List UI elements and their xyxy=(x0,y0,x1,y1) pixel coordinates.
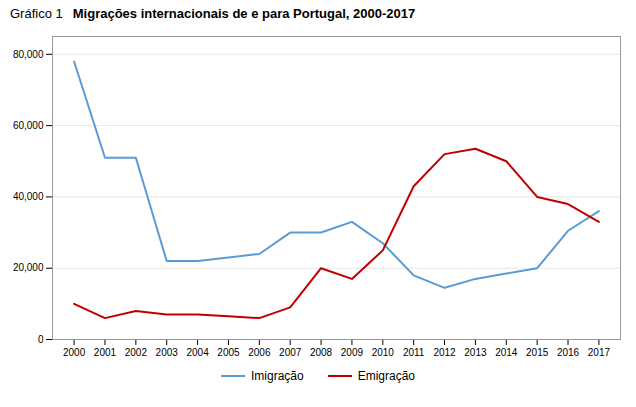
svg-text:2006: 2006 xyxy=(248,347,271,358)
svg-text:80,000: 80,000 xyxy=(13,49,44,60)
html-text:Imigração: Imigração xyxy=(251,369,304,383)
svg-text:2010: 2010 xyxy=(372,347,395,358)
svg-text:2000: 2000 xyxy=(63,347,86,358)
svg-text:2007: 2007 xyxy=(279,347,302,358)
svg-text:2004: 2004 xyxy=(186,347,209,358)
svg-text:2017: 2017 xyxy=(588,347,611,358)
svg-text:2016: 2016 xyxy=(557,347,580,358)
svg-text:2013: 2013 xyxy=(464,347,487,358)
svg-text:40,000: 40,000 xyxy=(13,191,44,202)
html-text:Gráfico 1: Gráfico 1 xyxy=(10,6,63,21)
svg-text:60,000: 60,000 xyxy=(13,120,44,131)
svg-text:2005: 2005 xyxy=(217,347,240,358)
svg-text:0: 0 xyxy=(38,334,44,345)
svg-text:2001: 2001 xyxy=(94,347,117,358)
svg-text:2014: 2014 xyxy=(495,347,518,358)
svg-text:2012: 2012 xyxy=(433,347,456,358)
svg-text:2008: 2008 xyxy=(310,347,333,358)
svg-text:2003: 2003 xyxy=(156,347,179,358)
svg-text:2002: 2002 xyxy=(125,347,148,358)
svg-text:2011: 2011 xyxy=(403,347,425,358)
svg-text:20,000: 20,000 xyxy=(13,262,44,273)
svg-text:2009: 2009 xyxy=(341,347,364,358)
html-text:Migrações internacionais de e: Migrações internacionais de e para Portu… xyxy=(72,6,416,21)
svg-text:2015: 2015 xyxy=(526,347,549,358)
html-text:Emigração: Emigração xyxy=(357,369,415,383)
